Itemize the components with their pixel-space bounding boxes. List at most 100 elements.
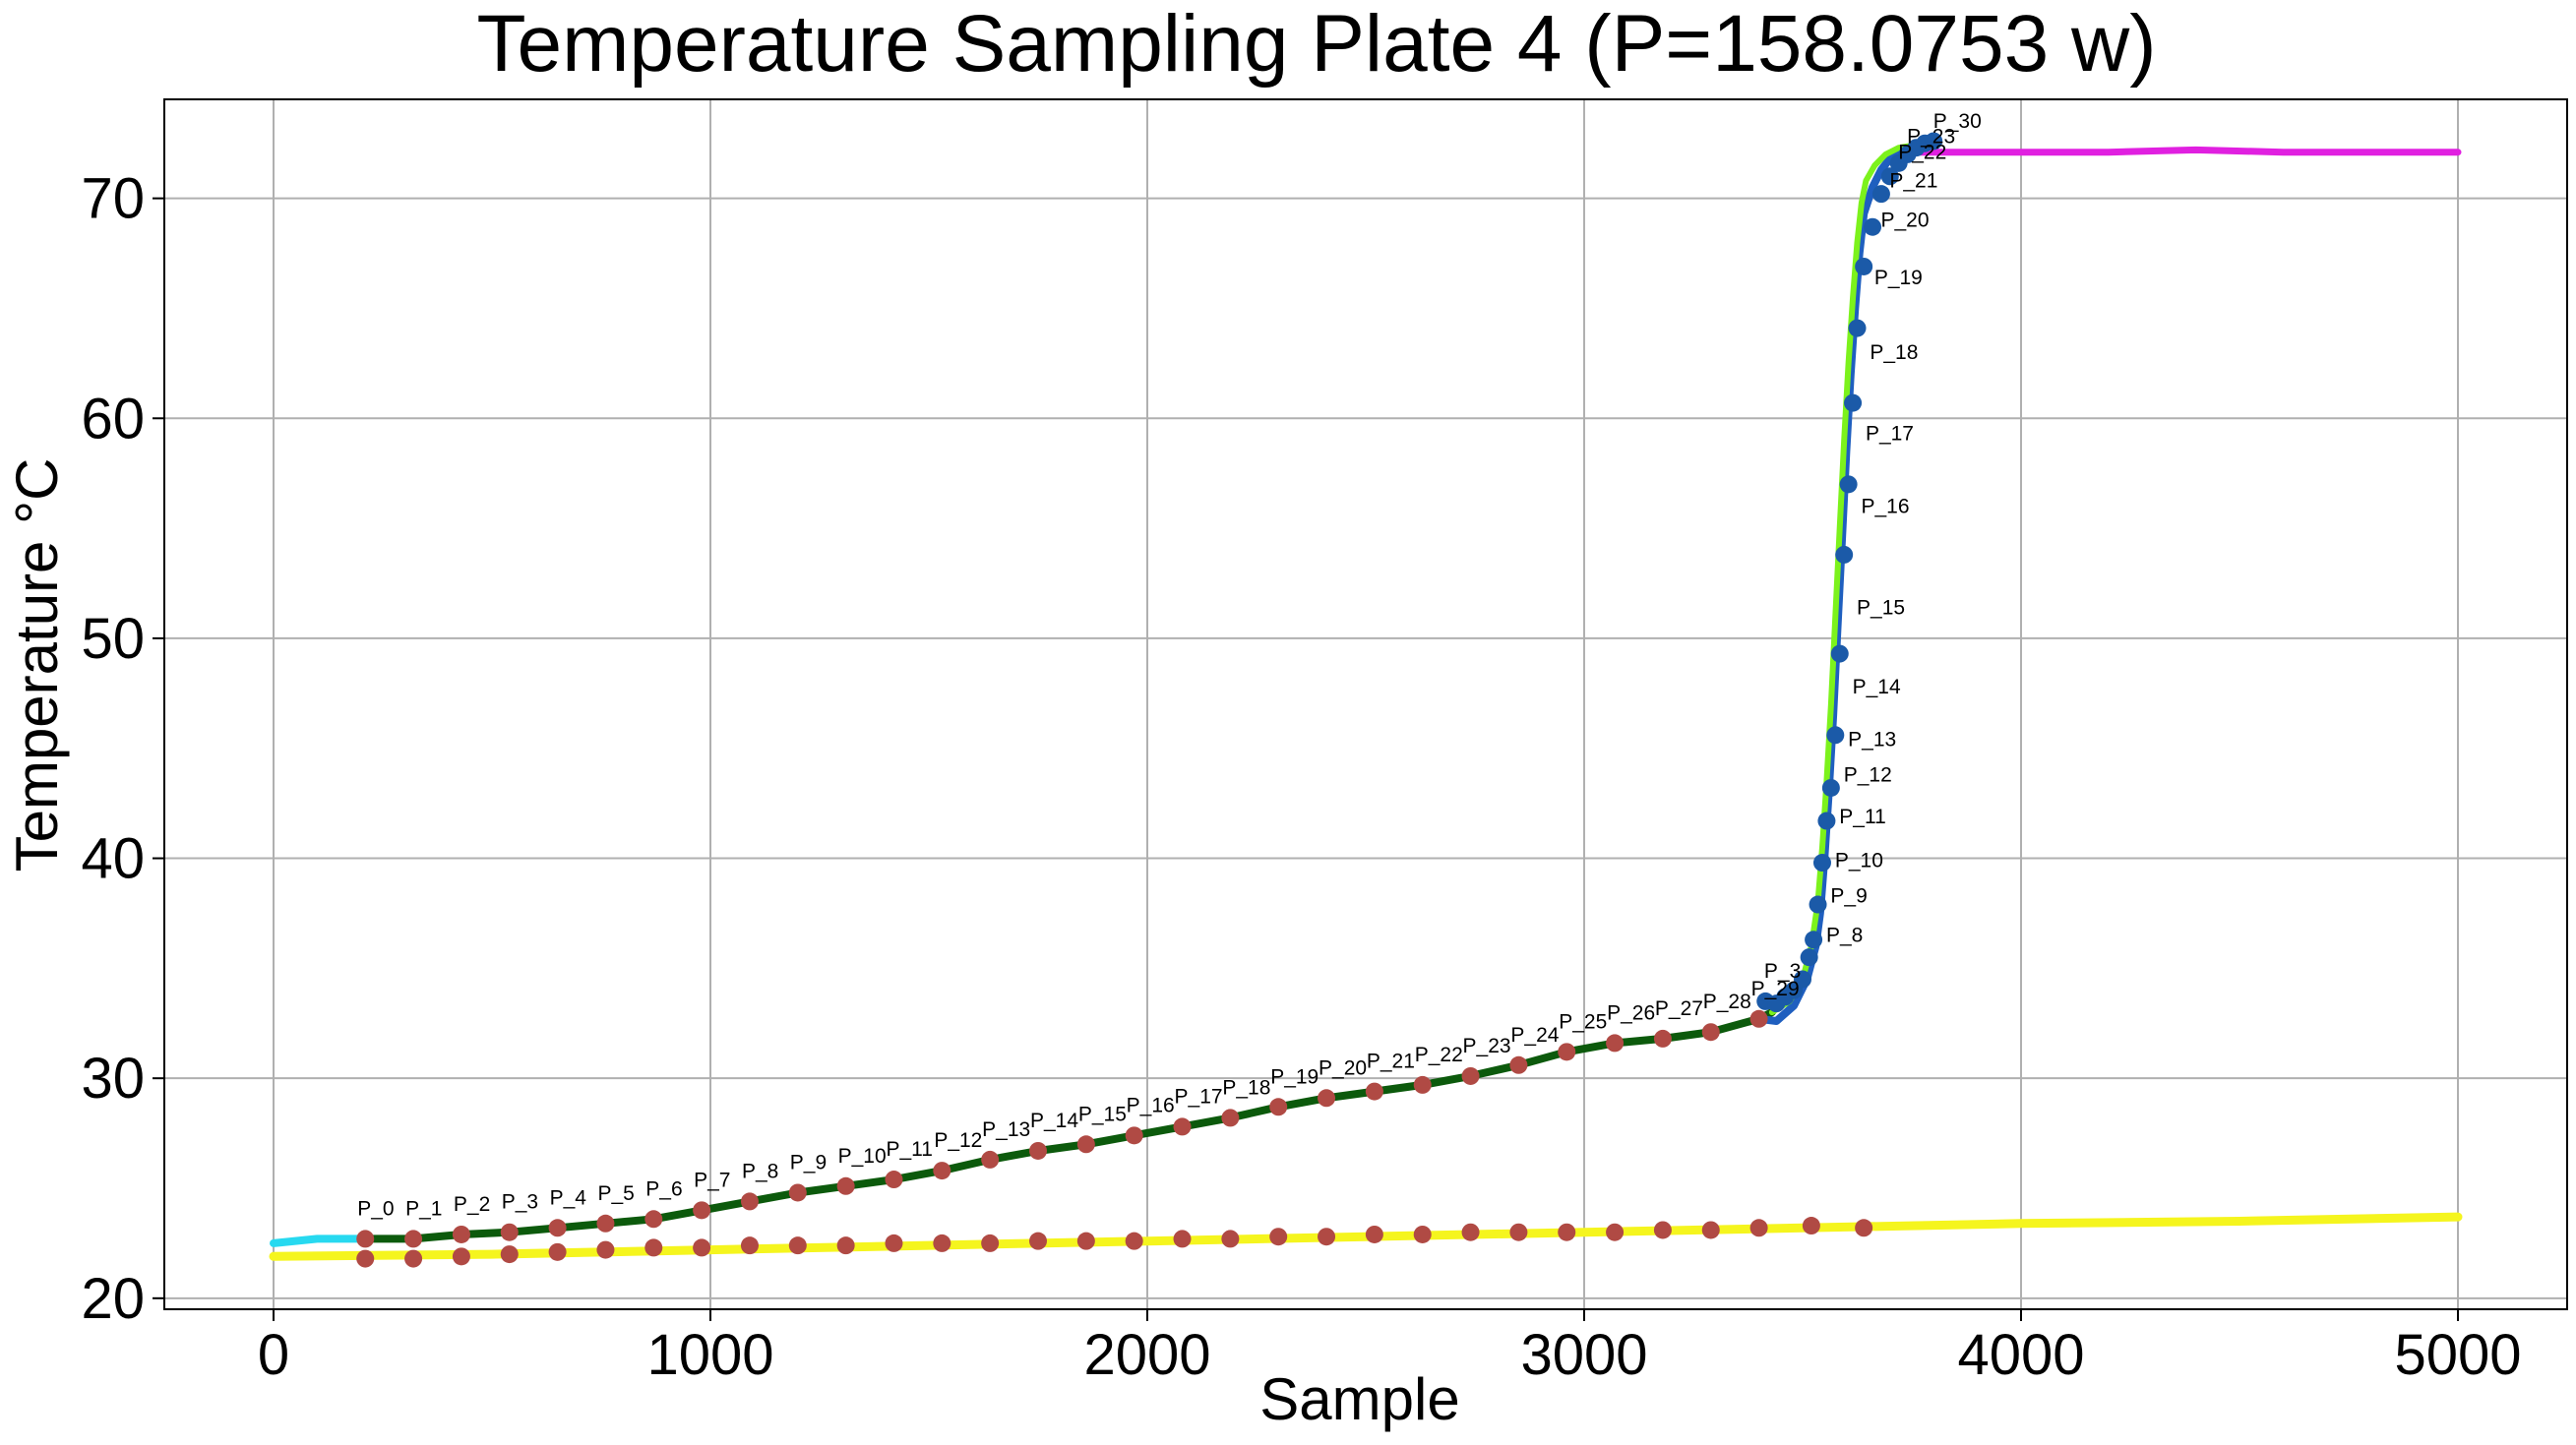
series-line-yellow-ambient xyxy=(269,1212,2463,1261)
data-point-plate xyxy=(1125,1126,1143,1145)
data-point-rise xyxy=(1812,854,1831,873)
point-label: P_1 xyxy=(405,1197,442,1220)
point-label: P_11 xyxy=(1839,806,1886,828)
y-axis-label: Temperature °C xyxy=(4,458,70,873)
data-point-ambient xyxy=(1318,1228,1336,1246)
data-point-plate xyxy=(933,1162,951,1180)
x-tick-label: 5000 xyxy=(2394,1323,2521,1387)
y-tick-label: 50 xyxy=(81,607,145,671)
data-point-plate xyxy=(1173,1117,1192,1136)
point-label: P_11 xyxy=(886,1138,933,1161)
data-point-rise xyxy=(1800,948,1818,967)
point-label: P_7 xyxy=(694,1169,730,1191)
point-label: P_8 xyxy=(742,1160,778,1182)
point-label: P_21 xyxy=(1889,169,1937,192)
data-point-ambient xyxy=(548,1242,567,1261)
data-point-ambient xyxy=(1461,1223,1480,1241)
data-point-ambient xyxy=(1701,1221,1720,1239)
y-tick-label: 70 xyxy=(81,167,145,231)
x-tick-label: 0 xyxy=(258,1323,289,1387)
point-label: P_2 xyxy=(454,1193,490,1216)
data-point-ambient xyxy=(836,1236,855,1255)
point-label: P_10 xyxy=(1835,849,1883,872)
point-label: P_10 xyxy=(838,1145,887,1168)
data-point-ambient xyxy=(740,1236,759,1255)
data-point-plate xyxy=(1461,1066,1480,1085)
point-label: P_24 xyxy=(1510,1024,1559,1047)
data-point-rise xyxy=(1817,812,1836,830)
x-tick-label: 1000 xyxy=(646,1323,773,1387)
data-point-plate xyxy=(1076,1135,1095,1154)
data-point-plate xyxy=(404,1230,423,1248)
chart-title: Temperature Sampling Plate 4 (P=158.0753… xyxy=(476,0,2156,89)
data-point-ambient xyxy=(1558,1223,1576,1241)
point-label: P_15 xyxy=(1857,596,1905,619)
data-point-plate xyxy=(500,1223,519,1241)
data-point-ambient xyxy=(1802,1217,1820,1235)
data-point-ambient xyxy=(1029,1232,1047,1250)
point-label: P_23 xyxy=(1907,126,1955,149)
data-point-plate xyxy=(693,1201,711,1220)
data-point-ambient xyxy=(1413,1225,1432,1243)
point-label: P_12 xyxy=(934,1129,982,1152)
x-tick-label: 3000 xyxy=(1520,1323,1647,1387)
point-label: P_29 xyxy=(1751,978,1800,1000)
data-point-plate xyxy=(1606,1034,1625,1053)
data-point-plate xyxy=(1365,1082,1383,1101)
data-point-plate xyxy=(596,1214,615,1233)
series-line-cyan-start xyxy=(270,1234,365,1247)
data-point-plate xyxy=(788,1183,807,1202)
data-point-rise xyxy=(1826,726,1845,745)
y-tick-label: 40 xyxy=(81,827,145,891)
data-point-plate xyxy=(1653,1029,1672,1048)
data-point-ambient xyxy=(788,1236,807,1255)
data-point-plate xyxy=(981,1150,1000,1169)
point-label: P_5 xyxy=(597,1182,634,1205)
data-point-rise xyxy=(1839,475,1858,494)
point-label: P_30 xyxy=(1933,110,1982,133)
data-point-ambient xyxy=(1269,1228,1288,1246)
point-label: P_27 xyxy=(1655,997,1703,1020)
x-tick-label: 4000 xyxy=(1957,1323,2084,1387)
x-axis-label: Sample xyxy=(1259,1366,1459,1432)
data-point-plate xyxy=(356,1230,375,1248)
plot-frame xyxy=(163,98,2568,1310)
data-point-rise xyxy=(1880,167,1899,186)
data-point-ambient xyxy=(981,1234,1000,1252)
data-point-ambient xyxy=(1125,1232,1143,1250)
data-point-plate xyxy=(836,1176,855,1195)
point-label: P_26 xyxy=(1607,1001,1655,1024)
data-point-plate xyxy=(452,1225,470,1243)
points-layer xyxy=(356,132,1943,1268)
data-point-plate xyxy=(644,1210,663,1229)
data-point-rise xyxy=(1835,545,1854,564)
data-point-rise xyxy=(1855,257,1873,275)
point-label: P_21 xyxy=(1367,1051,1415,1073)
point-label: P_13 xyxy=(982,1118,1030,1141)
data-point-ambient xyxy=(644,1238,663,1257)
point-label: P_20 xyxy=(1319,1056,1367,1079)
data-point-ambient xyxy=(1173,1230,1192,1248)
data-point-plate xyxy=(740,1192,759,1211)
data-point-rise xyxy=(1844,393,1863,412)
data-point-ambient xyxy=(452,1247,470,1266)
grid-layer xyxy=(164,99,2567,1309)
point-label: P_22 xyxy=(1898,141,1946,163)
data-point-ambient xyxy=(1749,1219,1768,1237)
y-tick-label: 60 xyxy=(81,387,145,451)
point-label: P_19 xyxy=(1874,267,1923,289)
point-label: P_15 xyxy=(1078,1103,1127,1125)
data-point-ambient xyxy=(1509,1223,1528,1241)
data-point-plate xyxy=(548,1219,567,1237)
data-point-ambient xyxy=(933,1234,951,1252)
y-tick-label: 30 xyxy=(81,1047,145,1111)
data-point-ambient xyxy=(1076,1232,1095,1250)
data-point-rise xyxy=(1809,895,1827,914)
data-point-plate xyxy=(1701,1023,1720,1042)
data-point-ambient xyxy=(1365,1225,1383,1243)
data-point-rise xyxy=(1794,970,1811,989)
data-point-plate xyxy=(1509,1055,1528,1074)
point-label: P_14 xyxy=(1853,676,1901,698)
data-point-plate xyxy=(1221,1109,1240,1127)
